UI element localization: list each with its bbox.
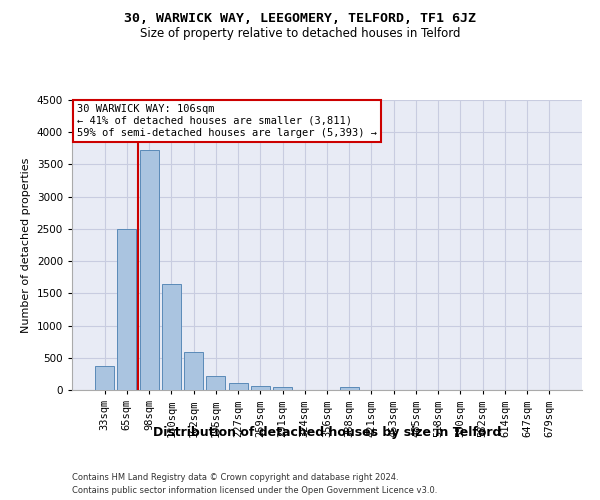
Bar — [184, 352, 203, 390]
Y-axis label: Number of detached properties: Number of detached properties — [21, 158, 31, 332]
Bar — [140, 150, 158, 390]
Bar — [118, 229, 136, 390]
Bar — [162, 284, 181, 390]
Bar — [273, 387, 292, 390]
Bar — [95, 366, 114, 390]
Text: Distribution of detached houses by size in Telford: Distribution of detached houses by size … — [153, 426, 501, 439]
Bar — [251, 386, 270, 390]
Bar — [229, 383, 248, 390]
Bar — [340, 387, 359, 390]
Text: Size of property relative to detached houses in Telford: Size of property relative to detached ho… — [140, 28, 460, 40]
Text: 30, WARWICK WAY, LEEGOMERY, TELFORD, TF1 6JZ: 30, WARWICK WAY, LEEGOMERY, TELFORD, TF1… — [124, 12, 476, 26]
Text: Contains public sector information licensed under the Open Government Licence v3: Contains public sector information licen… — [72, 486, 437, 495]
Text: Contains HM Land Registry data © Crown copyright and database right 2024.: Contains HM Land Registry data © Crown c… — [72, 472, 398, 482]
Text: 30 WARWICK WAY: 106sqm
← 41% of detached houses are smaller (3,811)
59% of semi-: 30 WARWICK WAY: 106sqm ← 41% of detached… — [77, 104, 377, 138]
Bar — [206, 376, 225, 390]
